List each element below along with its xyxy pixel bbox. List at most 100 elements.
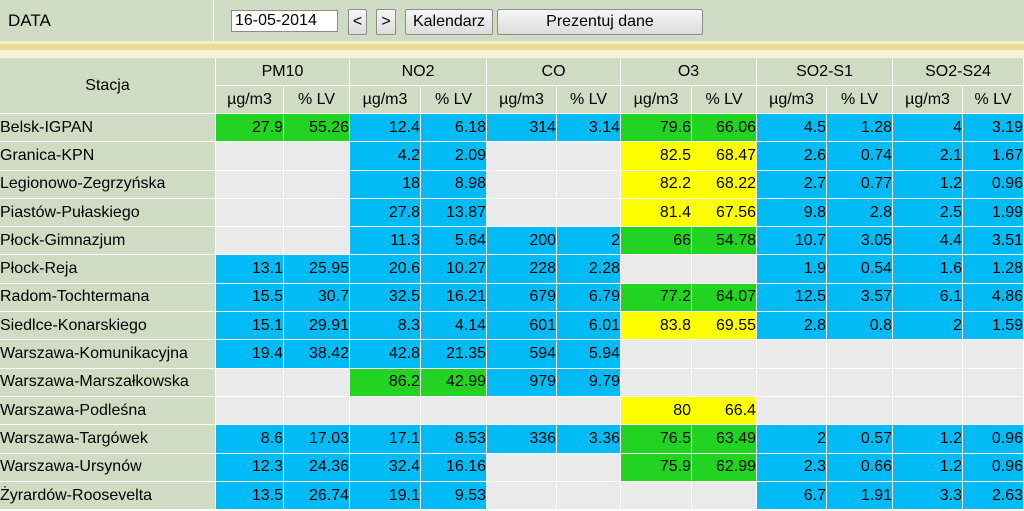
- measurements-table: Stacja PM10 NO2 CO O3 SO2-S1 SO2-S24 µg/…: [0, 58, 1024, 511]
- value-percent-lv-cell: 68.22: [692, 170, 758, 199]
- value-ugm3-cell: [621, 368, 693, 397]
- value-percent-lv-cell: [557, 453, 622, 482]
- value-ugm3-cell: 18: [350, 170, 422, 199]
- table-row: Warszawa-Ursynów 12.3 24.36 32.4 16.16 75.9 62…: [0, 453, 1024, 482]
- value-ugm3-cell: 12.4: [350, 114, 422, 143]
- value-ugm3-cell: [893, 396, 964, 426]
- value-percent-lv-cell: [692, 368, 758, 397]
- value-percent-lv-cell: 3.57: [827, 283, 894, 313]
- table-row: Warszawa-Targówek 8.6 17.03 17.1 8.53 336 3.36…: [0, 425, 1024, 454]
- date-input[interactable]: [231, 10, 338, 32]
- value-ugm3-cell: 32.5: [350, 283, 422, 313]
- value-percent-lv-cell: 0.96: [963, 453, 1024, 482]
- station-name: Piastów-Pułaskiego: [0, 198, 216, 228]
- calendar-button[interactable]: Kalendarz: [405, 9, 493, 35]
- value-percent-lv-cell: [284, 142, 351, 171]
- unit-header: µg/m3: [621, 86, 693, 114]
- table-row: Granica-KPN 4.2 2.09 82.5 68.47 2.6 0.74 2.1 1.6…: [0, 142, 1024, 171]
- value-ugm3-cell: 12.3: [216, 453, 284, 482]
- table-row: Płock-Gimnazjum 11.3 5.64 200 2 66 54.78 10.7 3.…: [0, 227, 1024, 256]
- value-percent-lv-cell: 1.28: [963, 255, 1024, 284]
- station-name: Płock-Gimnazjum: [0, 227, 216, 256]
- value-percent-lv-cell: [692, 255, 758, 284]
- value-ugm3-cell: 601: [487, 312, 558, 341]
- value-percent-lv-cell: 8.98: [421, 170, 488, 199]
- value-ugm3-cell: 8.6: [216, 425, 284, 454]
- value-percent-lv-cell: 3.19: [963, 114, 1024, 143]
- value-ugm3-cell: 9.8: [757, 198, 828, 228]
- table-row: Radom-Tochtermana 15.5 30.7 32.5 16.21 679 6.7…: [0, 283, 1024, 313]
- divider: [0, 41, 1024, 44]
- value-percent-lv-cell: 5.64: [421, 227, 488, 256]
- next-day-button[interactable]: >: [376, 9, 396, 35]
- value-percent-lv-cell: 6.79: [557, 283, 622, 313]
- value-percent-lv-cell: 8.53: [421, 425, 488, 454]
- value-ugm3-cell: 6.1: [893, 283, 964, 313]
- table-row: Warszawa-Marszałkowska 86.2 42.99 979 9.79: [0, 368, 1024, 397]
- value-ugm3-cell: [487, 481, 558, 511]
- percent-lv-header: % LV: [963, 86, 1024, 114]
- value-percent-lv-cell: 55.26: [284, 114, 351, 143]
- value-ugm3-cell: 2.8: [757, 312, 828, 341]
- value-ugm3-cell: 82.2: [621, 170, 693, 199]
- value-percent-lv-cell: 24.36: [284, 453, 351, 482]
- value-percent-lv-cell: 9.79: [557, 368, 622, 397]
- percent-lv-header: % LV: [827, 86, 894, 114]
- value-ugm3-cell: 2.3: [757, 453, 828, 482]
- value-percent-lv-cell: [692, 340, 758, 369]
- value-ugm3-cell: [216, 142, 284, 171]
- value-ugm3-cell: 594: [487, 340, 558, 369]
- prev-day-button[interactable]: <: [348, 9, 367, 35]
- value-ugm3-cell: 336: [487, 425, 558, 454]
- value-percent-lv-cell: 0.54: [827, 255, 894, 284]
- value-ugm3-cell: [757, 396, 828, 426]
- pollutant-header: PM10: [216, 58, 351, 86]
- pollutant-header: O3: [621, 58, 758, 86]
- value-percent-lv-cell: 3.14: [557, 114, 622, 143]
- value-percent-lv-cell: 6.01: [557, 312, 622, 341]
- station-name: Warszawa-Marszałkowska: [0, 368, 216, 397]
- value-ugm3-cell: [893, 340, 964, 369]
- show-data-button[interactable]: Prezentuj dane: [497, 9, 703, 35]
- percent-lv-header: % LV: [284, 86, 351, 114]
- station-column-header: Stacja: [0, 58, 216, 114]
- value-percent-lv-cell: 0.96: [963, 170, 1024, 199]
- divider: [0, 50, 1024, 58]
- value-percent-lv-cell: [557, 170, 622, 199]
- value-percent-lv-cell: 29.91: [284, 312, 351, 341]
- value-percent-lv-cell: [284, 368, 351, 397]
- value-ugm3-cell: 32.4: [350, 453, 422, 482]
- value-ugm3-cell: 10.7: [757, 227, 828, 256]
- table-body: Belsk-IGPAN 27.9 55.26 12.4 6.18 314 3.14 79.6 6…: [0, 114, 1024, 511]
- value-ugm3-cell: [487, 170, 558, 199]
- value-percent-lv-cell: [827, 396, 894, 426]
- value-ugm3-cell: 80: [621, 396, 693, 426]
- value-ugm3-cell: [621, 481, 693, 511]
- percent-lv-header: % LV: [421, 86, 488, 114]
- value-percent-lv-cell: 1.28: [827, 114, 894, 143]
- value-ugm3-cell: 1.2: [893, 170, 964, 199]
- value-ugm3-cell: [621, 340, 693, 369]
- value-ugm3-cell: 1.2: [893, 453, 964, 482]
- value-percent-lv-cell: [827, 368, 894, 397]
- value-ugm3-cell: [487, 142, 558, 171]
- value-ugm3-cell: 11.3: [350, 227, 422, 256]
- station-name: Warszawa-Podleśna: [0, 396, 216, 426]
- value-percent-lv-cell: [284, 198, 351, 228]
- value-ugm3-cell: 4.5: [757, 114, 828, 143]
- value-ugm3-cell: 42.8: [350, 340, 422, 369]
- station-name: Warszawa-Komunikacyjna: [0, 340, 216, 369]
- value-percent-lv-cell: [284, 170, 351, 199]
- station-name: Legionowo-Zegrzyńska: [0, 170, 216, 199]
- value-percent-lv-cell: 1.91: [827, 481, 894, 511]
- value-ugm3-cell: 4.2: [350, 142, 422, 171]
- value-ugm3-cell: [216, 368, 284, 397]
- value-percent-lv-cell: [963, 396, 1024, 426]
- value-ugm3-cell: 86.2: [350, 368, 422, 397]
- value-percent-lv-cell: 67.56: [692, 198, 758, 228]
- value-ugm3-cell: 4: [893, 114, 964, 143]
- table-row: Siedlce-Konarskiego 15.1 29.91 8.3 4.14 601 6.…: [0, 312, 1024, 341]
- toolbar: DATA < > Kalendarz Prezentuj dane: [0, 0, 1024, 41]
- value-ugm3-cell: 12.5: [757, 283, 828, 313]
- value-ugm3-cell: [216, 170, 284, 199]
